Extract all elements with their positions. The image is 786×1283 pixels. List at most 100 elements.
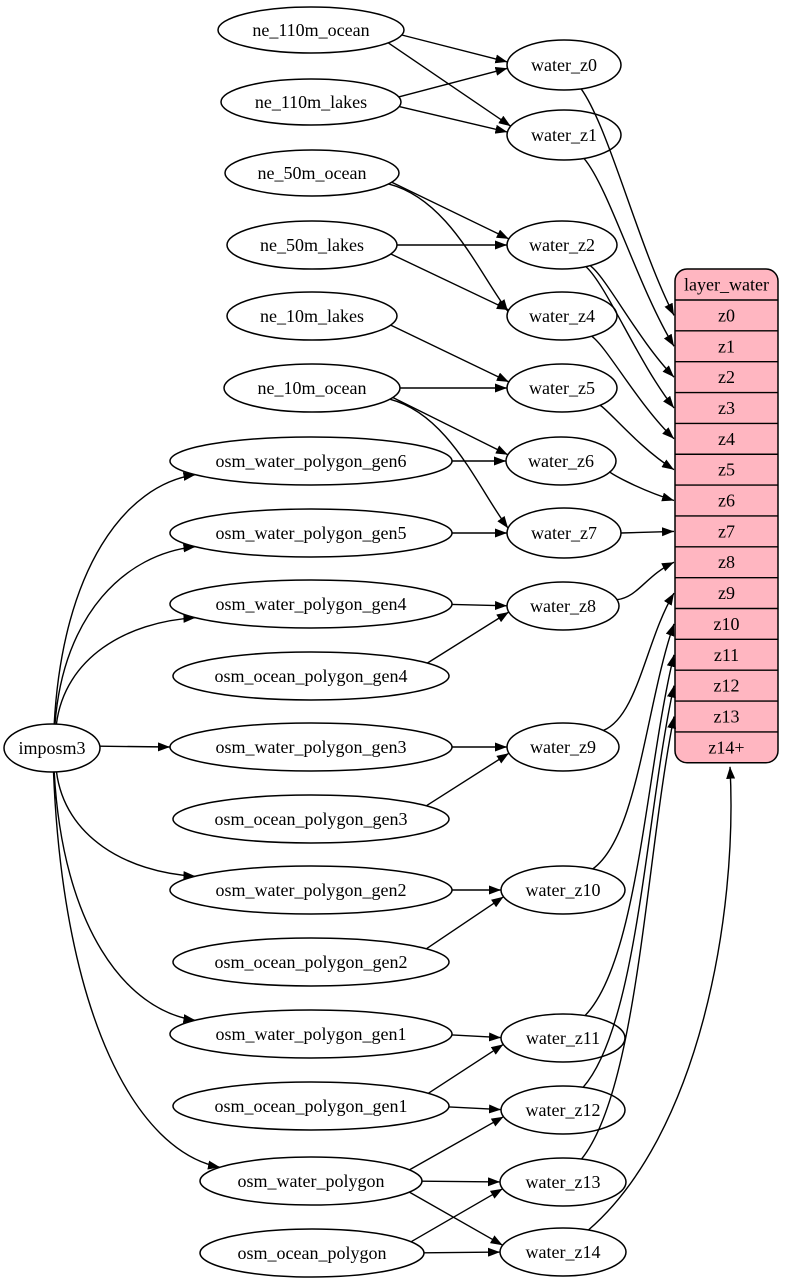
edge-osm_ocean_polygon_gen1--water_z11 <box>427 1043 504 1094</box>
edge-ne_10m_ocean--water_z7 <box>389 398 509 529</box>
node-osm_ocean_polygon_gen2: osm_ocean_polygon_gen2 <box>172 937 450 987</box>
table-row-z5: z5 <box>718 460 735 480</box>
node-ellipse-ne_50m_ocean <box>224 149 400 197</box>
edge-imposm3--osm_water_polygon_gen6 <box>53 471 196 725</box>
table-row-z8: z8 <box>718 552 735 572</box>
node-water_z4: water_z4 <box>506 291 618 341</box>
edge-water_z9--row-z9 <box>603 592 675 732</box>
node-osm_water_polygon_gen3: osm_water_polygon_gen3 <box>169 722 453 772</box>
node-label-water_z10: water_z10 <box>526 880 601 900</box>
edge-water_z2--row-z3 <box>585 266 675 409</box>
node-label-water_z9: water_z9 <box>530 737 596 757</box>
node-ellipse-water_z0 <box>506 39 622 91</box>
node-water_z7: water_z7 <box>506 507 622 559</box>
edge-ne_10m_ocean--water_z6 <box>392 396 509 456</box>
node-label-osm_water_polygon_gen4: osm_water_polygon_gen4 <box>216 594 407 614</box>
node-label-osm_ocean_polygon_gen2: osm_ocean_polygon_gen2 <box>215 952 408 972</box>
node-label-water_z7: water_z7 <box>531 523 597 543</box>
node-label-ne_110m_ocean: ne_110m_ocean <box>252 20 369 40</box>
node-osm_water_polygon_gen2: osm_water_polygon_gen2 <box>169 865 453 915</box>
node-ne_10m_ocean: ne_10m_ocean <box>223 363 401 413</box>
table-row-z11: z11 <box>714 645 739 665</box>
node-ellipse-water_z4 <box>506 291 618 341</box>
node-osm_water_polygon_gen4: osm_water_polygon_gen4 <box>169 579 453 629</box>
node-ellipse-water_z12 <box>500 1085 626 1135</box>
table-row-z12: z12 <box>714 676 740 696</box>
node-label-water_z8: water_z8 <box>530 596 596 616</box>
node-label-ne_10m_lakes: ne_10m_lakes <box>260 306 364 326</box>
table-row-z1: z1 <box>718 336 735 356</box>
node-ellipse-osm_ocean_polygon_gen2 <box>172 937 450 987</box>
node-water_z8: water_z8 <box>506 581 620 631</box>
node-osm_water_polygon_gen5: osm_water_polygon_gen5 <box>169 508 453 558</box>
node-label-water_z14: water_z14 <box>526 1242 601 1262</box>
edge-osm_ocean_polygon_gen4--water_z8 <box>426 611 510 664</box>
edge-water_z10--row-z10 <box>592 623 675 870</box>
edge-ne_50m_lakes--water_z4 <box>390 253 510 311</box>
node-ellipse-osm_ocean_polygon_gen4 <box>172 651 450 701</box>
node-ellipse-water_z1 <box>506 109 622 161</box>
table-row-z13: z13 <box>714 706 740 726</box>
edge-imposm3--osm_water_polygon_gen2 <box>55 771 196 881</box>
node-osm_ocean_polygon: osm_ocean_polygon <box>199 1228 425 1278</box>
edge-osm_ocean_polygon--water_z14 <box>423 1247 501 1257</box>
edge-imposm3--osm_water_polygon_gen4 <box>55 613 196 725</box>
node-ne_50m_ocean: ne_50m_ocean <box>224 149 400 197</box>
node-label-osm_ocean_polygon: osm_ocean_polygon <box>238 1243 387 1263</box>
edge-water_z12--row-z12 <box>582 685 676 1088</box>
edge-osm_water_polygon_gen4--water_z8 <box>451 600 508 610</box>
node-label-water_z11: water_z11 <box>526 1028 600 1048</box>
edge-ne_110m_lakes--water_z0 <box>398 66 508 98</box>
edge-water_z14--row-z14+ <box>587 766 736 1231</box>
edge-water_z5--row-z5 <box>599 404 675 471</box>
node-osm_water_polygon: osm_water_polygon <box>199 1156 423 1206</box>
edge-ne_110m_ocean--water_z1 <box>387 42 512 127</box>
node-ellipse-osm_water_polygon_gen1 <box>169 1009 453 1059</box>
node-ellipse-ne_10m_lakes <box>226 291 398 341</box>
node-label-water_z6: water_z6 <box>528 451 594 471</box>
edge-water_z8--row-z8 <box>616 561 675 601</box>
edge-imposm3--osm_water_polygon_gen5 <box>54 543 196 725</box>
node-label-osm_water_polygon_gen5: osm_water_polygon_gen5 <box>216 523 407 543</box>
edge-ne_10m_lakes--water_z5 <box>390 324 510 383</box>
edge-ne_110m_lakes--water_z1 <box>399 105 508 134</box>
node-label-osm_ocean_polygon_gen4: osm_ocean_polygon_gen4 <box>215 666 408 686</box>
node-ellipse-osm_ocean_polygon_gen3 <box>172 794 450 844</box>
table-row-z10: z10 <box>714 614 740 634</box>
edge-water_z1--row-z1 <box>583 157 675 347</box>
node-label-osm_water_polygon_gen6: osm_water_polygon_gen6 <box>216 451 407 471</box>
table-title: layer_water <box>684 275 769 295</box>
node-water_z13: water_z13 <box>499 1157 627 1207</box>
node-ellipse-ne_110m_lakes <box>220 78 402 126</box>
node-osm_water_polygon_gen6: osm_water_polygon_gen6 <box>169 436 453 486</box>
table-row-z14+: z14+ <box>708 737 744 757</box>
node-water_z12: water_z12 <box>500 1085 626 1135</box>
edge-imposm3--osm_water_polygon_gen1 <box>53 771 196 1024</box>
node-label-water_z13: water_z13 <box>526 1172 601 1192</box>
node-label-osm_ocean_polygon_gen3: osm_ocean_polygon_gen3 <box>215 809 408 829</box>
node-label-water_z5: water_z5 <box>529 378 595 398</box>
node-label-osm_ocean_polygon_gen1: osm_ocean_polygon_gen1 <box>215 1096 408 1116</box>
edge-imposm3--osm_water_polygon_gen3 <box>99 742 171 752</box>
edge-osm_water_polygon_gen1--water_z11 <box>451 1032 502 1042</box>
node-water_z2: water_z2 <box>506 220 618 270</box>
node-water_z9: water_z9 <box>506 722 620 772</box>
edge-osm_water_polygon--water_z13 <box>421 1177 501 1187</box>
edge-osm_ocean_polygon_gen1--water_z12 <box>448 1104 502 1114</box>
node-ne_50m_lakes: ne_50m_lakes <box>226 220 398 270</box>
node-ellipse-imposm3 <box>3 723 101 773</box>
edge-osm_ocean_polygon_gen3--water_z9 <box>425 752 510 807</box>
node-label-water_z12: water_z12 <box>526 1100 601 1120</box>
table-layer_water: layer_water z0 z1 z2 z3 z4 z5 z6 z7 z8 z9 z10 z11 z12… <box>674 268 779 764</box>
node-ne_10m_lakes: ne_10m_lakes <box>226 291 398 341</box>
edge-water_z0--row-z0 <box>580 88 675 316</box>
edge-osm_water_polygon--water_z12 <box>409 1116 504 1171</box>
table-row-z3: z3 <box>718 398 735 418</box>
node-ellipse-ne_110m_ocean <box>217 6 405 54</box>
edge-ne_110m_ocean--water_z0 <box>401 34 508 64</box>
node-label-water_z0: water_z0 <box>531 55 597 75</box>
table-row-z9: z9 <box>718 583 735 603</box>
node-ellipse-water_z13 <box>499 1157 627 1207</box>
node-water_z1: water_z1 <box>506 109 622 161</box>
